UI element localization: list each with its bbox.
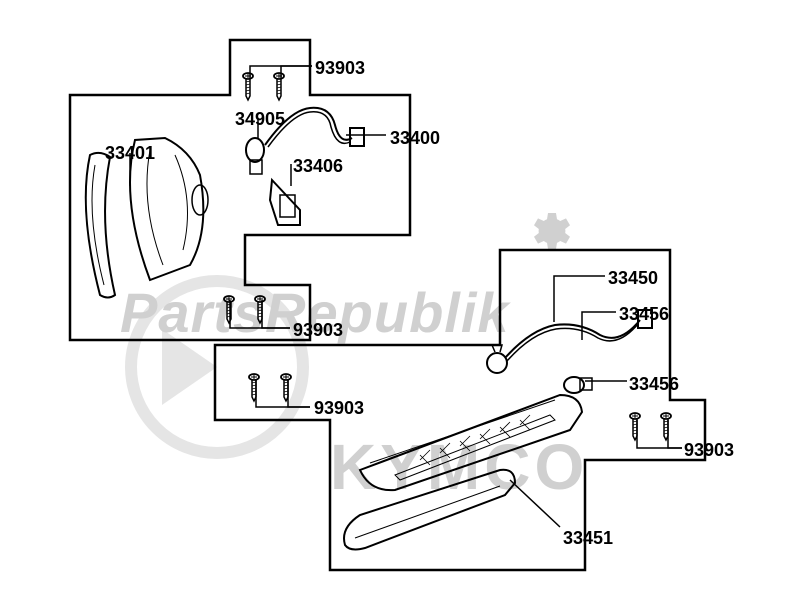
screw-icon — [249, 374, 259, 401]
outline-upper — [70, 40, 410, 340]
screw-icon — [224, 296, 234, 323]
parts-diagram-svg — [0, 0, 800, 592]
lens-lower — [344, 470, 515, 550]
housing-lower — [360, 395, 582, 490]
screw-icon — [243, 73, 253, 100]
leader-line — [637, 420, 682, 448]
leader-line — [554, 276, 605, 322]
part-label: 93903 — [314, 398, 364, 419]
screw-icon — [274, 73, 284, 100]
part-label: 34905 — [235, 109, 285, 130]
part-label: 33450 — [608, 268, 658, 289]
leader-line — [510, 480, 560, 527]
leader-line — [256, 380, 310, 407]
screw-icon — [255, 296, 265, 323]
screws-group — [224, 73, 671, 440]
leader-line — [262, 300, 290, 328]
part-label: 33451 — [563, 528, 613, 549]
outline-lower — [215, 250, 705, 570]
bulb-lower — [487, 345, 592, 393]
screw-icon — [661, 413, 671, 440]
bulb-socket-left — [246, 138, 300, 225]
diagram-container: PartsRepublik KYMCO — [0, 0, 800, 592]
part-label: 93903 — [293, 320, 343, 341]
part-label: 33456 — [619, 304, 669, 325]
leader-line — [582, 312, 616, 340]
leader-line — [668, 420, 682, 448]
part-label: 93903 — [315, 58, 365, 79]
screw-icon — [630, 413, 640, 440]
part-label: 33400 — [390, 128, 440, 149]
lens-left — [86, 153, 115, 298]
leader-line — [281, 66, 312, 78]
screw-icon — [281, 374, 291, 401]
part-label: 33456 — [629, 374, 679, 395]
leader-line — [288, 380, 310, 407]
part-label: 33406 — [293, 156, 343, 177]
part-label: 33401 — [105, 143, 155, 164]
part-label: 93903 — [684, 440, 734, 461]
